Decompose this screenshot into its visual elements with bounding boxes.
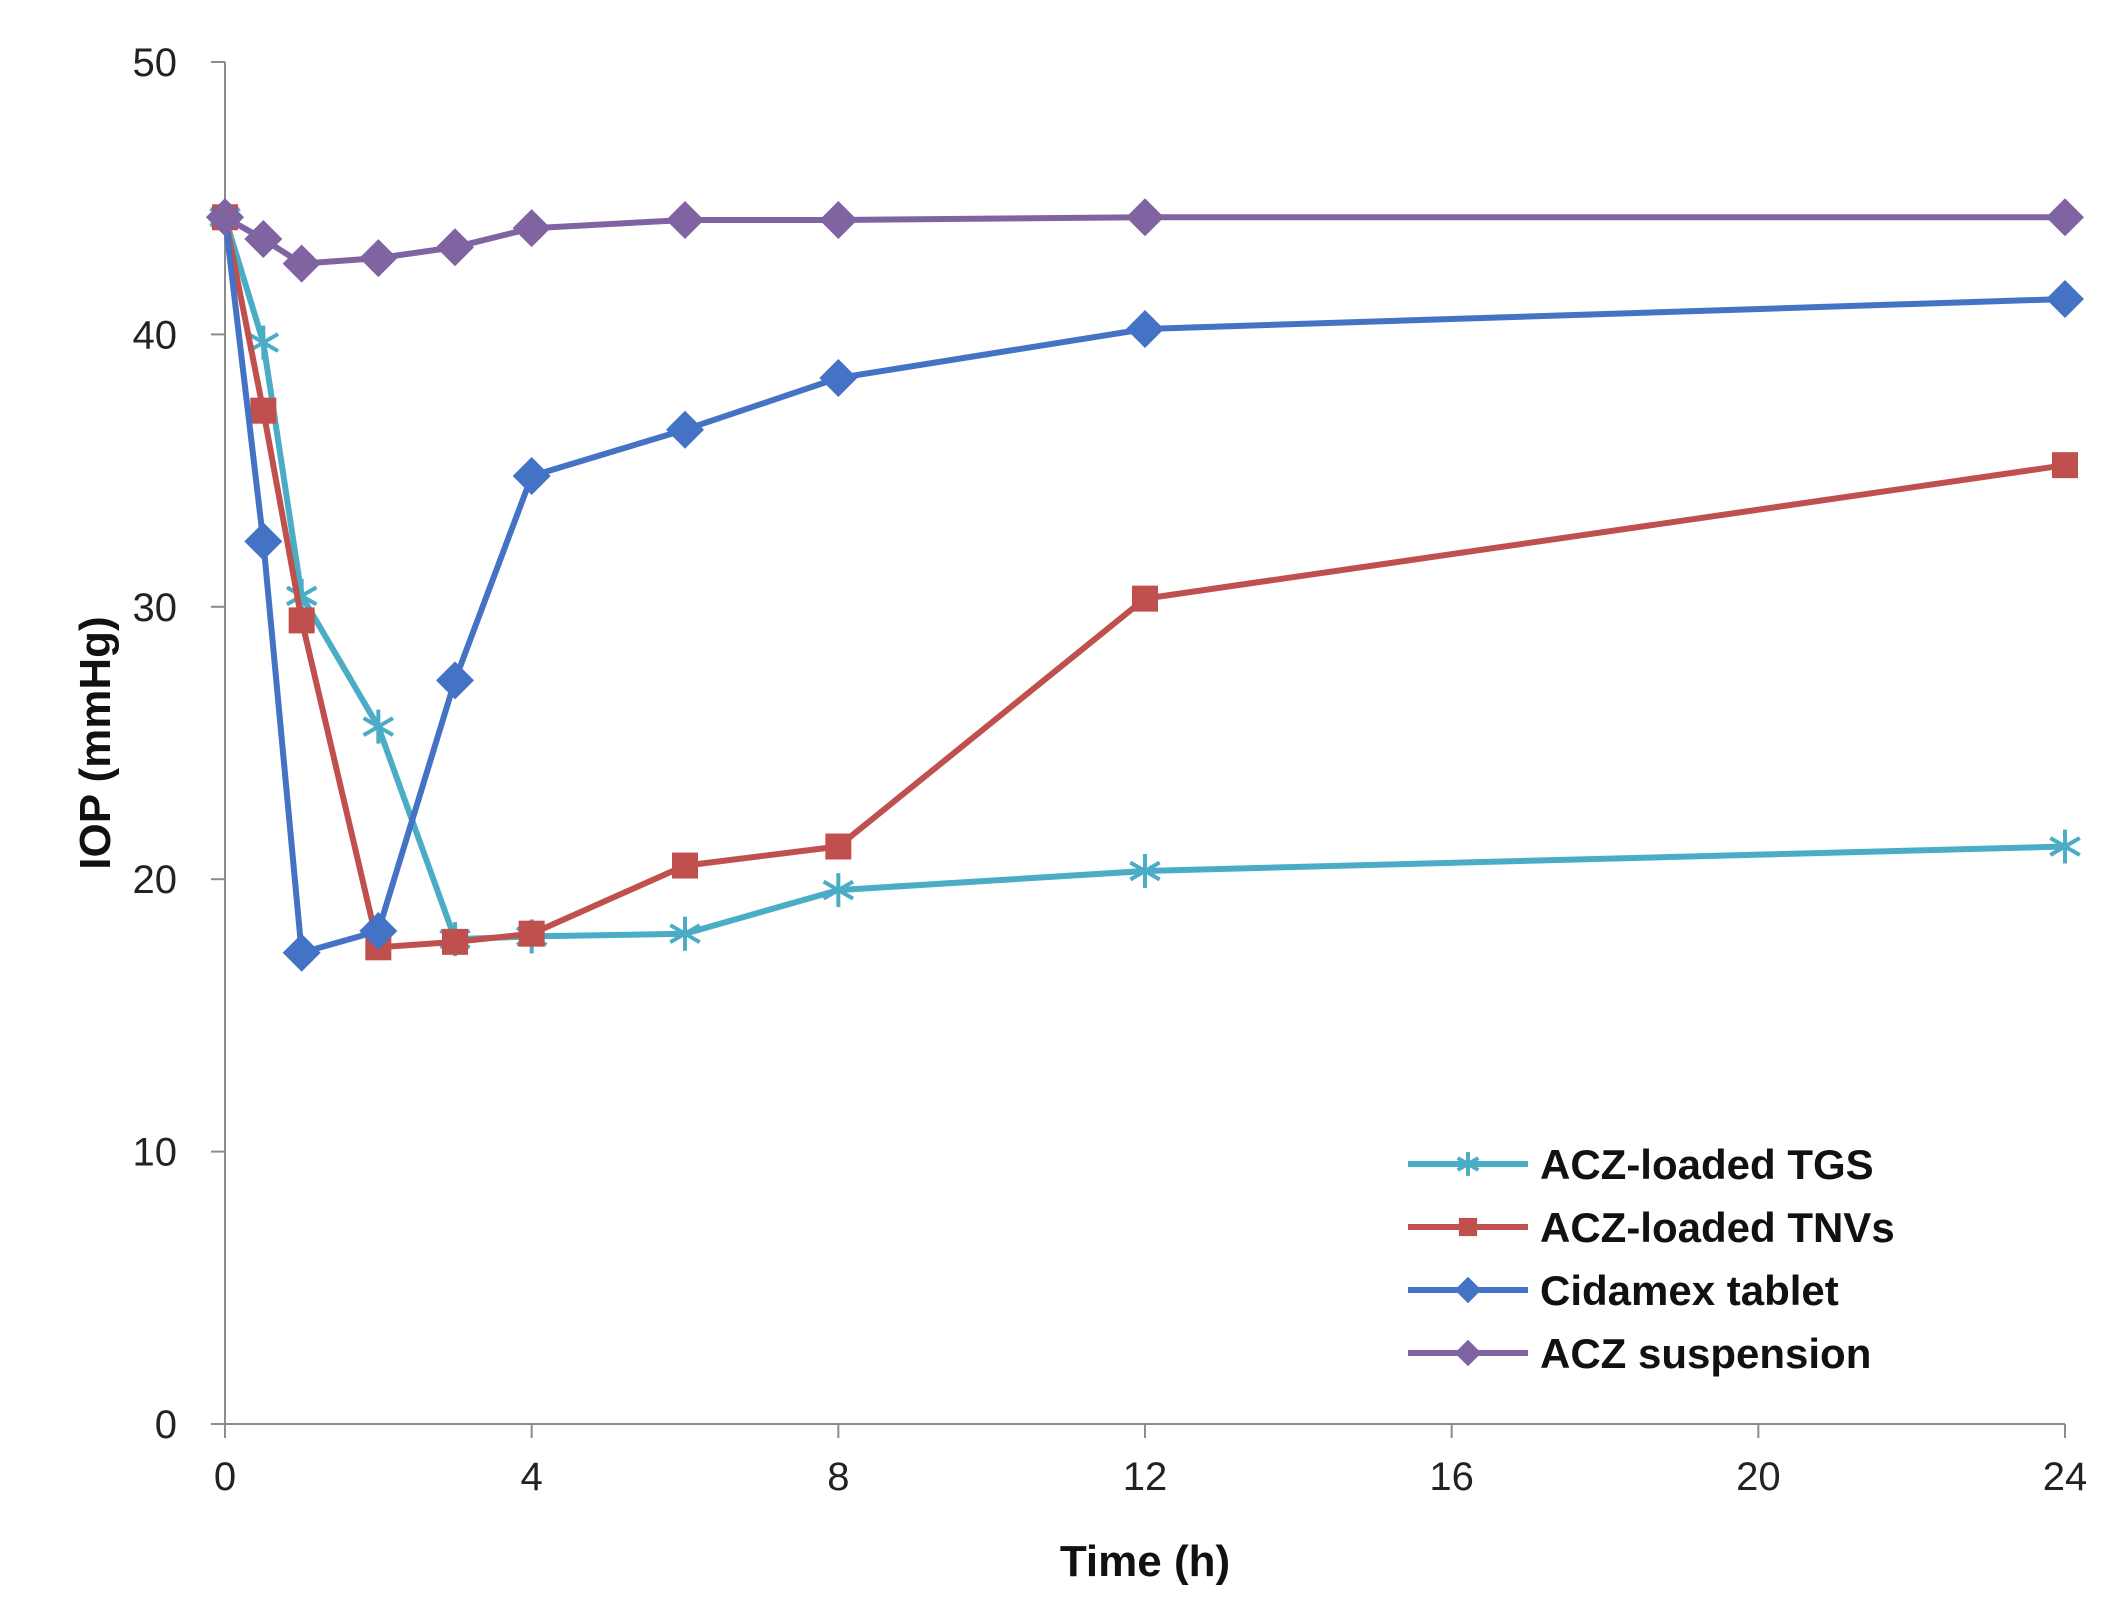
legend-entry: ACZ-loaded TGS — [1408, 1141, 1874, 1188]
data-point — [359, 911, 398, 950]
data-point — [819, 358, 858, 397]
legend-label: Cidamex tablet — [1540, 1267, 1839, 1314]
series-line — [222, 216, 2066, 956]
data-point — [206, 198, 244, 237]
series-acz-suspension — [206, 198, 2084, 283]
data-point — [436, 661, 474, 700]
data-point — [822, 873, 855, 908]
data-point — [1129, 854, 1161, 889]
data-point — [666, 410, 704, 449]
x-tick-label: 8 — [827, 1455, 849, 1499]
y-tick-label: 30 — [133, 586, 178, 630]
x-axis-title: Time (h) — [1060, 1537, 1230, 1586]
data-point — [1126, 309, 1164, 348]
data-point — [244, 522, 283, 561]
data-point — [362, 709, 395, 744]
data-point — [2046, 279, 2084, 318]
series-lines — [206, 198, 2084, 972]
data-point — [518, 920, 545, 947]
x-tick-label: 20 — [1736, 1455, 1781, 1499]
data-point — [2052, 452, 2078, 479]
y-tick-label: 50 — [133, 41, 178, 85]
legend-entry: Cidamex tablet — [1408, 1267, 1839, 1314]
legend-entry: ACZ suspension — [1408, 1330, 1871, 1377]
x-tick-label: 24 — [2043, 1455, 2088, 1499]
y-tick-label: 40 — [133, 313, 178, 357]
data-point — [512, 457, 551, 496]
series-line — [223, 214, 2065, 267]
data-point — [359, 239, 398, 278]
data-point — [442, 928, 468, 955]
data-point — [282, 933, 321, 972]
x-tick-label: 16 — [1429, 1455, 1474, 1499]
legend-marker — [1458, 1217, 1478, 1237]
data-point — [250, 397, 277, 424]
series-line — [222, 216, 2066, 951]
data-point — [2049, 829, 2081, 864]
data-point — [244, 220, 283, 259]
data-point — [672, 852, 698, 879]
legend-label: ACZ-loaded TGS — [1540, 1141, 1874, 1188]
legend-marker — [1456, 1152, 1480, 1176]
legend-marker — [1454, 1276, 1482, 1304]
legend-entry: ACZ-loaded TNVs — [1408, 1204, 1895, 1251]
x-tick-label: 0 — [214, 1455, 236, 1499]
data-point — [288, 607, 315, 634]
data-point — [819, 200, 858, 239]
y-axis-title: IOP (mmHg) — [71, 616, 120, 869]
data-point — [282, 244, 321, 283]
legend-marker — [1454, 1339, 1482, 1367]
legend-label: ACZ suspension — [1540, 1330, 1871, 1377]
y-tick-label: 10 — [133, 1131, 178, 1175]
data-point — [436, 228, 474, 267]
axes: 0 10 20 30 40 50 0 4 8 12 16 20 24 — [133, 41, 2088, 1499]
legend: ACZ-loaded TGS ACZ-loaded TNVs Cidamex tab… — [1408, 1141, 1895, 1377]
y-tick-label: 20 — [133, 858, 178, 902]
x-tick-label: 4 — [521, 1455, 543, 1499]
data-point — [1132, 585, 1158, 612]
data-point — [2046, 198, 2084, 237]
data-point — [669, 916, 701, 951]
data-point — [825, 833, 852, 860]
y-tick-label: 0 — [155, 1403, 177, 1447]
legend-label: ACZ-loaded TNVs — [1540, 1204, 1895, 1251]
data-point — [512, 209, 551, 248]
data-point — [1126, 198, 1164, 237]
x-tick-label: 12 — [1123, 1455, 1168, 1499]
data-point — [666, 200, 704, 239]
